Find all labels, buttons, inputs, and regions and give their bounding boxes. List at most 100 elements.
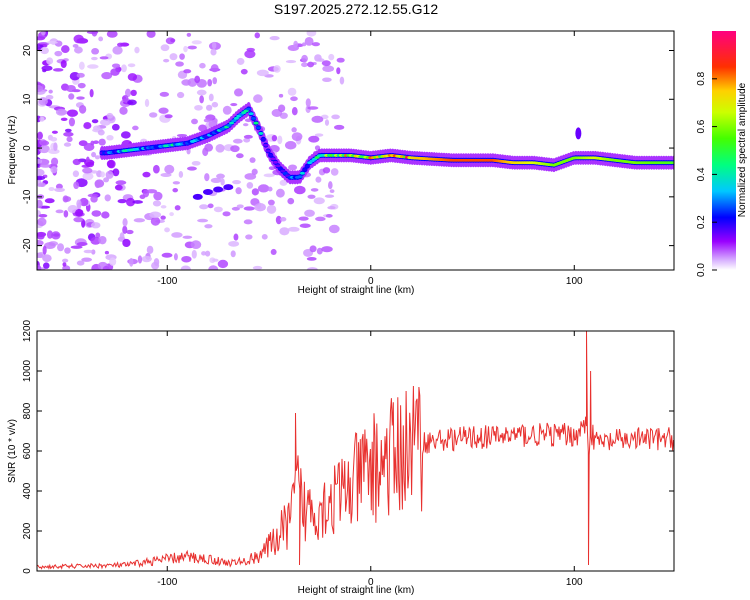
spectrogram-noise-blob — [244, 50, 256, 59]
snr-y-tick-label: 1200 — [22, 319, 33, 342]
spectrogram-noise-blob — [275, 188, 285, 198]
spectrogram-noise-blob — [164, 114, 173, 119]
spectrogram-branch-mark — [213, 186, 224, 193]
spectrogram-noise-blob — [207, 203, 214, 209]
spectrogram-noise-blob — [72, 158, 81, 166]
spectrogram-noise-blob — [63, 131, 74, 137]
spectrogram-noise-blob — [121, 64, 127, 73]
spectrogram-noise-blob — [301, 54, 308, 63]
spectrogram-noise-blob — [104, 194, 111, 202]
spectrogram-noise-blob — [269, 36, 280, 41]
spectrogram-noise-blob — [230, 145, 240, 153]
snr-y-axis-label: SNR (10 * v/v) — [7, 419, 18, 483]
spectrogram-noise-blob — [126, 197, 135, 207]
spectrogram-noise-blob — [175, 61, 184, 67]
snr-x-tick-label: 0 — [368, 577, 374, 588]
spectrogram-noise-blob — [253, 94, 263, 103]
spectrogram-noise-blob — [201, 251, 207, 256]
spectrogram-ridge-mark — [231, 119, 237, 123]
spectrogram-noise-blob — [153, 164, 160, 174]
spectrogram-noise-blob — [236, 57, 245, 65]
spectrogram-noise-blob — [183, 69, 192, 74]
spectrogram-noise-blob — [73, 34, 84, 44]
spectrogram-noise-blob — [267, 199, 275, 206]
spectrogram-ridge-mark — [258, 131, 264, 135]
spectrogram-noise-blob — [129, 257, 134, 267]
spectrogram-noise-blob — [50, 136, 58, 142]
spectrogram-noise-blob — [321, 60, 331, 67]
spectrogram-noise-blob — [160, 215, 166, 220]
spectrogram-ridge-mark — [302, 168, 308, 172]
spectrogram-noise-blob — [287, 226, 300, 232]
spectrogram-noise-blob — [204, 143, 214, 152]
spectrogram-noise-blob — [328, 224, 340, 234]
spectrogram-noise-blob — [37, 199, 43, 209]
spectrogram-noise-blob — [290, 96, 298, 102]
spectrogram-noise-blob — [127, 63, 136, 68]
spectrogram-noise-blob — [163, 58, 170, 63]
snr-x-tick-label: -100 — [157, 577, 177, 588]
spectrogram-noise-blob — [78, 104, 87, 114]
spectrogram-noise-blob — [306, 256, 317, 261]
spectrogram-noise-blob — [149, 211, 162, 219]
spectrogram-noise-blob — [325, 214, 333, 218]
spectrogram-noise-blob — [77, 82, 86, 89]
spectrogram-noise-blob — [187, 166, 197, 171]
spectrogram-noise-blob — [53, 142, 58, 152]
spectrogram-noise-blob — [169, 212, 174, 217]
spectrogram-noise-blob — [76, 72, 85, 78]
spectrogram-noise-blob — [336, 67, 341, 75]
spectrogram-noise-blob — [73, 181, 80, 190]
spectrogram-noise-blob — [107, 159, 116, 169]
spectrogram-noise-blob — [111, 63, 121, 69]
spectrogram-noise-blob — [204, 250, 211, 257]
spectrogram-noise-blob — [279, 227, 290, 236]
spectrogram-noise-blob — [83, 122, 92, 130]
spectrogram-noise-blob — [317, 58, 325, 62]
spectrogram-noise-blob — [273, 65, 281, 73]
spectrogram-noise-blob — [132, 125, 139, 131]
spectrogram-noise-blob — [232, 180, 242, 185]
spectrogram-noise-blob — [190, 240, 202, 250]
spectrogram-noise-blob — [330, 168, 339, 176]
spectrogram-noise-blob — [205, 104, 213, 111]
spectrogram-noise-blob — [178, 171, 184, 178]
spectrogram-noise-blob — [254, 203, 266, 212]
spectrogram-noise-blob — [285, 59, 297, 64]
spectrogram-noise-blob — [291, 132, 303, 142]
spectrogram-noise-blob — [76, 241, 88, 247]
spectrogram-noise-blob — [142, 171, 151, 178]
spectrogram-noise-blob — [106, 31, 118, 38]
spectrogram-noise-blob — [173, 253, 178, 261]
spectrogram-ridge-mark — [270, 157, 276, 161]
spectrogram-noise-blob — [64, 247, 71, 254]
spectrogram-ridge-mark — [260, 137, 266, 141]
spectrogram-noise-blob — [159, 91, 170, 97]
colorbar-tick-label: 0.0 — [696, 263, 707, 277]
spectrogram-noise-blob — [230, 250, 236, 258]
spectrogram-noise-blob — [314, 133, 324, 137]
spectrogram-ridge-mark — [253, 121, 259, 125]
spectrogram-noise-blob — [119, 106, 128, 115]
spectrogram-noise-blob — [66, 84, 76, 93]
spectrogram-noise-blob — [311, 115, 324, 123]
spectrogram-noise-blob — [313, 197, 325, 205]
spectrogram-y-tick-label: 10 — [22, 93, 33, 105]
spectrogram-noise-blob — [106, 112, 114, 119]
colorbar-gradient — [712, 31, 736, 270]
spectrogram-noise-blob — [132, 200, 144, 204]
spectrogram-noise-blob — [37, 158, 43, 164]
spectrogram-noise-blob — [305, 98, 311, 108]
spectrogram-noise-blob — [67, 205, 79, 214]
spectrogram-noise-blob — [43, 262, 50, 269]
spectrogram-noise-blob — [66, 109, 79, 117]
spectrogram-noise-blob — [172, 187, 179, 193]
spectrogram-noise-blob — [251, 168, 258, 175]
spectrogram-noise-blob — [191, 118, 198, 125]
spectrogram-noise-blob — [98, 235, 107, 245]
spectrogram-noise-blob — [76, 260, 85, 266]
spectrogram-noise-blob — [149, 112, 158, 118]
spectrogram-noise-blob — [211, 101, 219, 108]
spectrogram-noise-blob — [150, 216, 161, 226]
